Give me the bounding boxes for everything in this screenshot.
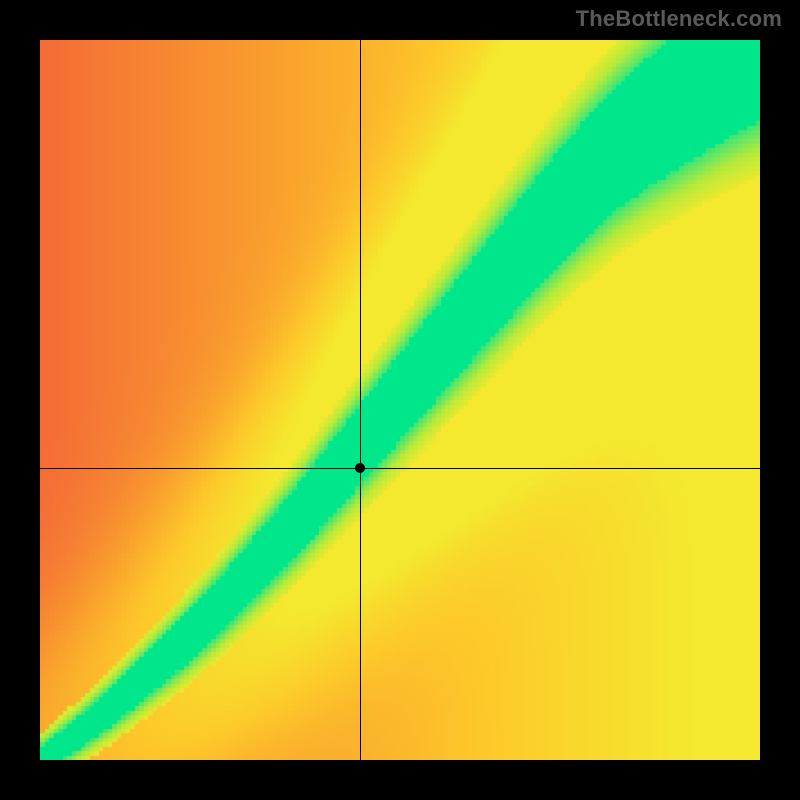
heatmap-canvas bbox=[40, 40, 760, 760]
chart-frame: TheBottleneck.com bbox=[0, 0, 800, 800]
heatmap-plot bbox=[40, 40, 760, 760]
watermark-text: TheBottleneck.com bbox=[576, 6, 782, 32]
